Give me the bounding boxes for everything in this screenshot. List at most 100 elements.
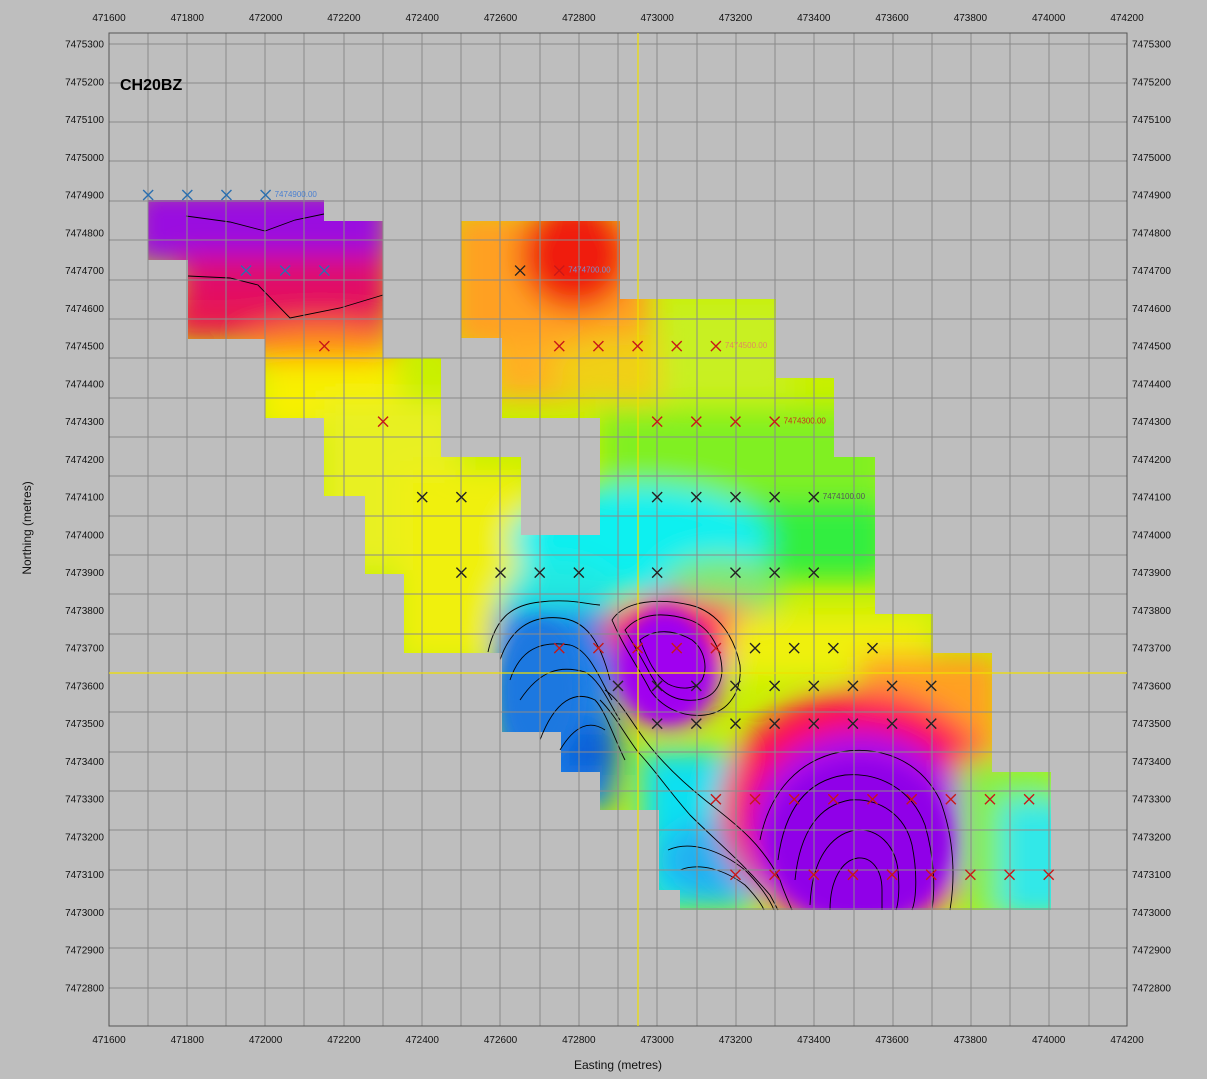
y-tick-label: 7473900 — [65, 568, 104, 579]
station-marker — [867, 642, 878, 654]
x-tick-label: 473000 — [640, 1035, 674, 1046]
x-tick-label: 473200 — [719, 1035, 753, 1046]
y-tick-label: 7472900 — [1132, 946, 1171, 957]
station-marker — [808, 680, 820, 692]
station-marker — [749, 793, 761, 805]
y-tick-label: 7475100 — [1132, 115, 1171, 126]
station-marker — [710, 340, 722, 352]
station-marker — [651, 718, 663, 730]
station-marker — [769, 680, 781, 692]
station-marker — [534, 567, 546, 579]
station-marker — [455, 567, 467, 579]
station-marker — [318, 265, 330, 277]
y-tick-label: 7474500 — [1132, 342, 1171, 353]
station-marker — [1023, 793, 1035, 805]
station-marker — [592, 340, 604, 352]
line-labels: 7474900.00 7474700.00 7474500.00 7474300.00… — [275, 190, 866, 501]
station-marker — [573, 567, 585, 579]
map-title: CH20BZ — [120, 77, 182, 94]
line-label: 7474300.00 — [784, 417, 827, 426]
y-tick-label: 7474000 — [1132, 530, 1171, 541]
station-marker — [553, 340, 565, 352]
y-axis-left: 7475300 7475200 7475100 7475000 7474900 74748… — [65, 40, 104, 995]
station-marker — [925, 718, 937, 730]
station-marker — [925, 680, 937, 692]
station-marker — [553, 642, 565, 654]
station-marker — [671, 340, 683, 352]
y-tick-label: 7475300 — [1132, 40, 1171, 51]
y-tick-label: 7474500 — [65, 342, 104, 353]
y-tick-label: 7474200 — [65, 455, 104, 466]
y-axis-right: 7475300 7475200 7475100 7475000 7474900 74748… — [1132, 40, 1171, 995]
cursor-crosshair — [109, 33, 1127, 1026]
station-markers — [142, 189, 1055, 881]
station-marker — [142, 189, 154, 201]
y-tick-label: 7473000 — [1132, 908, 1171, 919]
y-tick-label: 7473200 — [1132, 832, 1171, 843]
y-tick-label: 7473300 — [65, 795, 104, 806]
station-marker — [260, 189, 272, 201]
y-tick-label: 7473700 — [65, 644, 104, 655]
x-axis-title: Easting (metres) — [574, 1058, 662, 1072]
y-tick-label: 7475200 — [1132, 77, 1171, 88]
x-tick-label: 474000 — [1032, 13, 1066, 24]
y-tick-label: 7474900 — [65, 191, 104, 202]
station-marker — [925, 869, 937, 881]
y-tick-label: 7473100 — [65, 870, 104, 881]
y-tick-label: 7473700 — [1132, 644, 1171, 655]
x-tick-label: 472000 — [249, 13, 283, 24]
plot-border — [108, 32, 1128, 1027]
station-marker — [769, 869, 781, 881]
x-tick-label: 474200 — [1110, 13, 1144, 24]
x-tick-label: 473800 — [954, 1035, 988, 1046]
station-marker — [808, 567, 820, 579]
y-tick-label: 7474900 — [1132, 191, 1171, 202]
station-marker — [769, 491, 781, 503]
station-marker — [690, 416, 702, 428]
station-marker — [1004, 869, 1016, 881]
station-marker — [710, 793, 722, 805]
station-marker — [632, 642, 644, 654]
line-label: 7474700.00 — [568, 266, 611, 275]
station-marker — [847, 718, 859, 730]
station-marker — [651, 680, 663, 692]
station-marker — [729, 567, 741, 579]
y-tick-label: 7474300 — [65, 417, 104, 428]
y-tick-label: 7473300 — [1132, 795, 1171, 806]
x-tick-label: 474000 — [1032, 1035, 1066, 1046]
line-label: 7474100.00 — [823, 492, 866, 501]
station-marker — [808, 718, 820, 730]
x-tick-label: 472200 — [327, 1035, 361, 1046]
x-axis-bottom: 471600 471800 472000 472200 472400 472600 4728… — [92, 1035, 1144, 1046]
station-marker — [729, 718, 741, 730]
y-tick-label: 7474000 — [65, 530, 104, 541]
y-tick-label: 7474600 — [1132, 304, 1171, 315]
y-tick-label: 7474400 — [65, 379, 104, 390]
station-marker — [377, 416, 389, 428]
y-tick-label: 7473500 — [65, 719, 104, 730]
station-marker — [729, 680, 741, 692]
x-tick-label: 472400 — [406, 1035, 440, 1046]
y-tick-label: 7473600 — [65, 681, 104, 692]
y-tick-label: 7473500 — [1132, 719, 1171, 730]
station-marker — [514, 265, 526, 277]
y-tick-label: 7475100 — [65, 115, 104, 126]
y-tick-label: 7472800 — [65, 984, 104, 995]
station-marker — [945, 793, 957, 805]
station-marker — [671, 642, 683, 654]
y-tick-label: 7475300 — [65, 40, 104, 51]
x-axis-top: 471600 471800 472000 472200 472400 472600 4728… — [92, 13, 1144, 24]
station-marker — [651, 567, 663, 579]
station-marker — [769, 718, 781, 730]
y-tick-label: 7473400 — [65, 757, 104, 768]
line-label: 7474900.00 — [275, 190, 318, 199]
station-marker — [964, 869, 976, 881]
station-marker — [788, 642, 800, 654]
x-tick-label: 473800 — [954, 13, 988, 24]
station-marker — [886, 869, 898, 881]
station-marker — [867, 793, 878, 805]
y-tick-label: 7472800 — [1132, 984, 1171, 995]
station-marker — [729, 869, 741, 881]
station-marker — [769, 567, 781, 579]
y-tick-label: 7472900 — [65, 946, 104, 957]
